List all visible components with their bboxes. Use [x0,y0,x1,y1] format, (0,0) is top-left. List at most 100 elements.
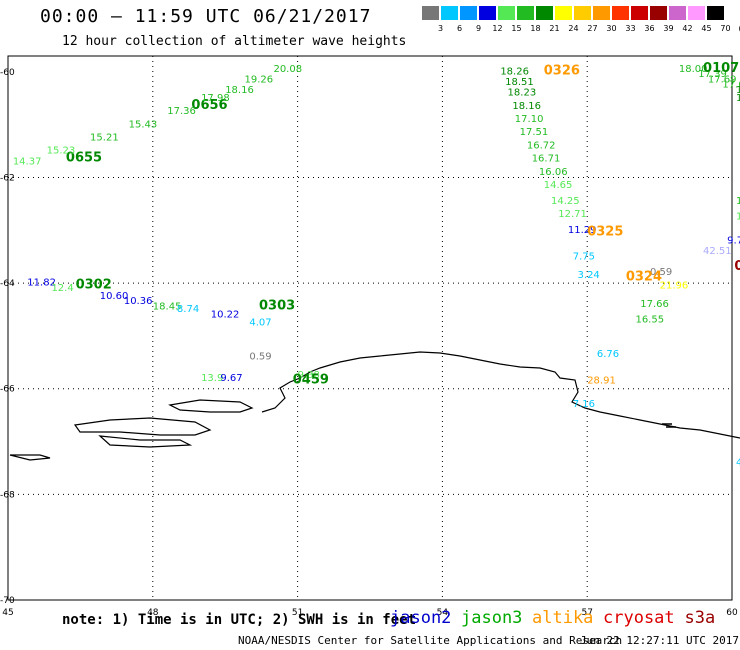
swh-point-label: 19.03 [736,85,740,96]
lat-tick-label: -66 [0,385,15,395]
swh-point-label: 17.62 [722,80,740,91]
footer-credit: NOAA/NESDIS Center for Satellite Applica… [238,634,623,647]
swh-point-label: 10.22 [211,309,240,320]
colorbar-swatch [574,6,591,20]
colorbar-swatch [479,6,496,20]
lon-tick-label: 48 [147,608,159,618]
swh-point-label: 18.00 [679,64,708,75]
swh-point-label: 9.67 [220,373,242,384]
colorbar-swatch [612,6,629,20]
track-swh-label: 20.08 [273,64,302,75]
track-swh-label: 15.23 [47,146,76,157]
colorbar-label: 15 [511,24,522,33]
lat-tick-label: -62 [0,173,15,183]
swh-point-label: 42.51 [703,246,732,257]
antarctic-coastline [9,351,740,461]
coastline-main [261,351,740,439]
track-swh-label: 19.26 [245,74,274,85]
colorbar-swatch [688,6,705,20]
track-swh-label: 15.21 [90,133,119,144]
swh-point-label: 9.78 [727,235,740,246]
colorbar-swatch [707,6,724,20]
swh-point-label: 18.23 [508,88,537,99]
swh-point-label: 16.72 [527,140,556,151]
swh-point-label: 7.75 [573,251,595,262]
frame-rect [7,55,733,601]
pass-time-label: 0324 [626,269,662,284]
track-swh-label: 15.43 [129,119,158,130]
lon-tick-label: 60 [726,608,738,618]
colorbar-swatch [498,6,515,20]
track-labels: 14.37 15.23 15.21 15.43 17.36 17.9818.1619.26… [13,64,302,167]
swh-point-label: 9.38 [298,370,320,381]
swh-point-label: 4.07 [249,317,271,328]
swh-point-label: 14.25 [551,196,580,207]
track-swh-label: 14.37 [13,156,42,167]
swh-point-label: 18.45 [153,302,182,313]
track-swh-label: 17.98 [201,93,230,104]
pass-time-label: 0655 [66,151,102,166]
colorbar-swatch [536,6,553,20]
colorbar-label: 6 [456,24,463,33]
colorbar-label: 70 [720,24,731,33]
lat-tick-label: -70 [0,596,15,606]
swh-point-label: 16.59 [736,196,740,207]
colorbar-label: 33 [625,24,636,33]
lat-tick-label: -60 [0,68,15,78]
swh-point-label: 14.65 [544,180,573,191]
swh-point-label: 16.71 [532,154,561,165]
swh-point-label: 17.39 [698,69,727,80]
swh-point-label: 8.74 [177,304,199,315]
colorbar-swatch [669,6,686,20]
track-swh-label: 17.36 [167,106,196,117]
pass-time-label: 0302 [76,277,112,292]
track-swh-label: 18.16 [225,85,254,96]
swh-point-label: 18.26 [500,66,529,77]
swh-point-label: 4.0 [736,457,740,468]
colorbar-label: 27 [587,24,598,33]
colorbar-swatch [460,6,477,20]
swh-point-label: 17.69 [708,74,737,85]
swh-point-label: 11.82 [27,278,56,289]
swh-point-label: 13.9 [201,373,223,384]
swh-point-label: 16.06 [539,167,568,178]
satellite-legend-jason2: jason2 [390,608,452,628]
time-labels: 0326 0325 0324 0107 045 0302 0303 0459 0655 0656 [66,61,740,388]
satellite-legend-s3a: s3a [684,608,716,628]
swh-point-label: 10.60 [100,291,129,302]
colorbar-label: 42 [682,24,693,33]
satellite-legend-altika: altika [532,608,594,628]
axis-labels: -60 -62 -64 -66 -68 -70 45 48 51 54 57 60 [0,68,738,618]
colorbar-swatch [555,6,572,20]
swh-point-label: 12.4 [51,283,73,294]
swh-point-label: 17.51 [520,127,549,138]
colorbar-label: 18 [530,24,541,33]
map-frame [7,55,733,601]
coastline-east [662,423,676,428]
swh-point-label: 10.36 [124,296,153,307]
colorbar-label: 9 [475,24,482,33]
colorbar-label: 36 [644,24,655,33]
lon-tick-label: 57 [581,608,592,618]
colorbar-label: 21 [549,24,560,33]
pass-time-label: 0656 [191,98,227,113]
colorbar-swatch [517,6,534,20]
colorbar-label: 12 [492,24,503,33]
swh-point-label: 7.16 [573,399,595,410]
colorbar-label: 3 [437,24,444,33]
pass-time-label: 0303 [259,299,295,314]
swh-point-label: 18.22 [736,93,740,104]
colorbar-label: 45 [701,24,712,33]
swh-point-label: 3.24 [578,270,600,281]
swh-point-label: 18.16 [512,101,541,112]
swh-point-label: 14.09 [736,212,740,223]
page-title: 00:00 – 11:59 UTC 06/21/2017 [40,6,372,27]
lon-tick-label: 45 [2,608,13,618]
footer-note: note: 1) Time is in UTC; 2) SWH is in fe… [62,612,417,628]
swh-point-label: 17.66 [640,299,669,310]
swh-point-label: 0.59 [249,352,271,363]
colorbar-swatch [593,6,610,20]
satellite-legend-jason3: jason3 [461,608,523,628]
